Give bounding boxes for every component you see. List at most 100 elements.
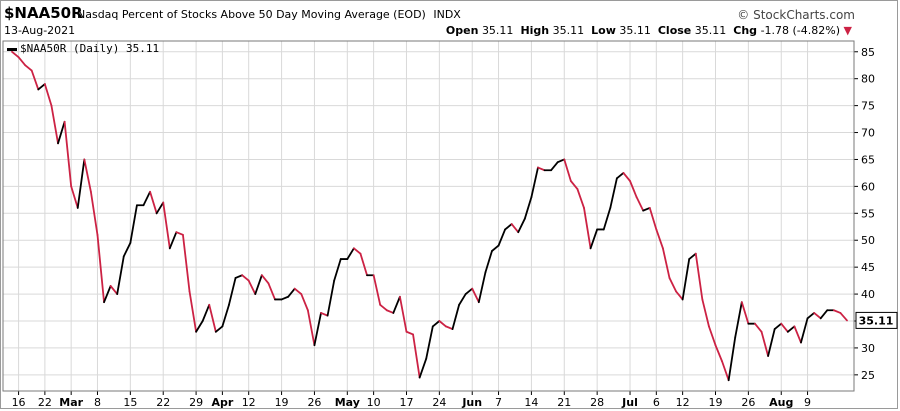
series-segment <box>688 252 697 260</box>
series-segment <box>813 312 822 320</box>
series-segment <box>293 287 303 295</box>
y-tick-label: 70 <box>861 127 875 140</box>
open-label: Open <box>445 24 479 37</box>
series-segment <box>694 252 704 301</box>
chg-label: Chg <box>733 24 758 37</box>
watermark: © StockCharts.com <box>737 8 855 22</box>
series-segment <box>484 250 493 274</box>
x-tick-label: Mar <box>59 396 83 409</box>
series-segment <box>615 172 625 180</box>
series-segment <box>773 322 783 330</box>
series-segment <box>727 336 737 382</box>
x-tick-label: 22 <box>38 396 52 409</box>
series-segment <box>346 247 355 260</box>
series-segment <box>37 83 46 91</box>
series-segment <box>523 196 533 220</box>
y-tick-label: 25 <box>861 369 875 382</box>
series-segment <box>24 64 33 72</box>
y-tick-label: 55 <box>861 207 875 220</box>
series-segment <box>530 166 539 199</box>
series-segment <box>70 185 79 209</box>
series-segment <box>11 50 20 59</box>
series-segment <box>451 303 460 330</box>
series-segment <box>76 158 86 209</box>
legend-swatch <box>7 47 17 51</box>
x-tick-label: 26 <box>741 396 755 409</box>
series-segment <box>760 330 770 357</box>
series-segment <box>550 161 559 172</box>
series-segment <box>642 207 651 212</box>
series-segment <box>326 279 336 317</box>
series-segment <box>655 228 664 250</box>
series-segment <box>681 258 691 301</box>
series-segment <box>780 322 789 333</box>
x-tick-label: 12 <box>242 396 256 409</box>
x-tick-label: 17 <box>399 396 413 409</box>
x-tick-label: 6 <box>653 396 660 409</box>
series-segment <box>83 158 92 193</box>
series-segment <box>629 180 638 199</box>
series-segment <box>267 282 276 301</box>
x-tick-label: Aug <box>769 396 793 409</box>
series-segment <box>405 330 414 336</box>
y-tick-label: 60 <box>861 180 875 193</box>
series-segment <box>333 258 342 282</box>
chart-title: Nasdaq Percent of Stocks Above 50 Day Mo… <box>77 8 461 21</box>
series-segment <box>491 244 500 252</box>
low-label: Low <box>591 24 616 37</box>
series-segment <box>497 228 507 247</box>
series-segment <box>754 322 763 333</box>
series-segment <box>155 201 165 215</box>
series-segment <box>445 325 454 330</box>
x-tick-label: Apr <box>211 396 233 409</box>
series-segment <box>464 287 474 295</box>
series-segment <box>175 231 184 236</box>
chart-title-name: Nasdaq Percent of Stocks Above 50 Day Mo… <box>77 8 426 21</box>
series-segment <box>721 360 730 382</box>
series-segment <box>43 83 53 107</box>
series-segment <box>740 301 750 325</box>
series-segment <box>517 217 526 234</box>
y-tick-label: 85 <box>861 46 875 59</box>
x-tick-label: 9 <box>804 396 811 409</box>
ohlc-readout: Open 35.11 High 35.11 Low 35.11 Close 35… <box>446 24 852 37</box>
series-segment <box>576 188 585 209</box>
series-segment <box>116 255 125 295</box>
x-tick-label: Jun <box>461 396 482 409</box>
series-segment <box>162 201 171 250</box>
date-label: 13-Aug-2021 <box>4 24 76 37</box>
legend-label: $NAA50R (Daily) 35.11 <box>20 42 160 55</box>
series-segment <box>648 207 658 231</box>
x-tick-label: 28 <box>590 396 604 409</box>
series-segment <box>182 233 191 293</box>
x-tick-label: 26 <box>307 396 321 409</box>
series-segment <box>767 328 776 357</box>
series-segment <box>635 196 645 212</box>
series-segment <box>839 312 848 322</box>
x-tick-label: 16 <box>12 396 26 409</box>
series-segment <box>188 290 197 333</box>
x-tick-label: Jul <box>621 396 638 409</box>
series-segment <box>399 295 408 333</box>
series-segment <box>234 274 244 279</box>
series-segment <box>622 172 631 182</box>
series-segment <box>609 177 618 209</box>
series-segment <box>122 242 132 258</box>
series-segment <box>504 223 513 231</box>
series-segment <box>510 223 520 234</box>
x-tick-label: 24 <box>432 396 446 409</box>
y-tick-label: 40 <box>861 288 875 301</box>
x-tick-label: 29 <box>189 396 203 409</box>
x-tick-label: May <box>335 396 360 409</box>
series-segment <box>425 325 434 360</box>
series-segment <box>103 285 112 304</box>
x-tick-label: 19 <box>709 396 723 409</box>
series-segment <box>412 333 421 379</box>
series-segment <box>208 303 217 333</box>
series-segment <box>280 295 290 301</box>
series-segment <box>832 309 842 314</box>
down-arrow-icon: ▼ <box>843 24 852 37</box>
series-segment <box>17 56 27 67</box>
